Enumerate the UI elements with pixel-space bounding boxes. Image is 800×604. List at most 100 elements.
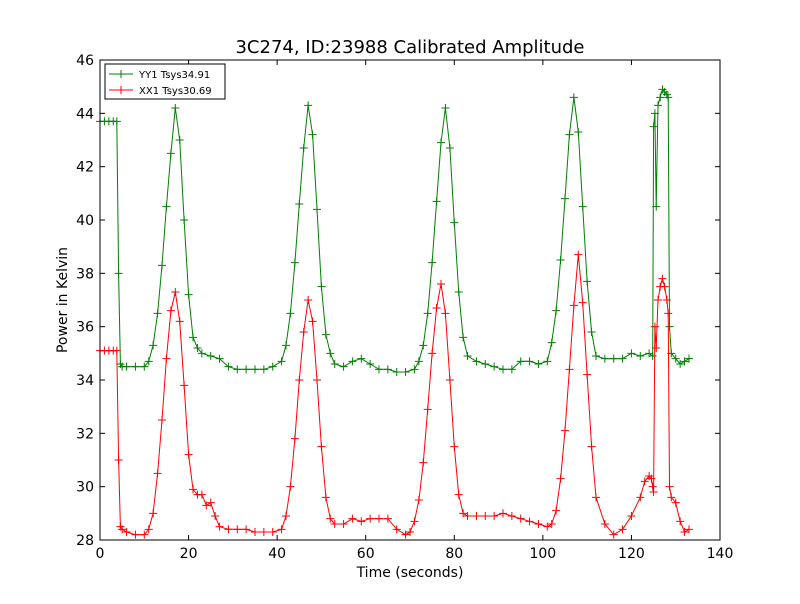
- data-point: [463, 512, 472, 520]
- data-point: [308, 317, 317, 326]
- data-point: [685, 525, 693, 534]
- legend-label: YY1 Tsys34.91: [138, 70, 210, 81]
- data-point: [175, 136, 184, 144]
- data-point: [552, 306, 561, 315]
- y-tick-label: 36: [76, 320, 94, 336]
- legend-label: XX1 Tsys30.69: [139, 86, 212, 97]
- data-point: [454, 288, 463, 296]
- data-point: [414, 357, 423, 366]
- data-point: [499, 365, 507, 374]
- data-point: [144, 525, 153, 534]
- data-point: [193, 344, 202, 352]
- data-point: [472, 512, 481, 520]
- x-tick-label: 20: [180, 546, 198, 562]
- data-point: [574, 128, 583, 136]
- data-point: [664, 93, 673, 102]
- data-point: [428, 349, 437, 358]
- data-point: [406, 528, 414, 536]
- data-point: [647, 474, 656, 483]
- data-point: [259, 365, 268, 374]
- series-layer: [96, 85, 693, 539]
- data-point: [375, 365, 383, 374]
- y-tick-label: 30: [76, 480, 94, 496]
- data-point: [224, 525, 233, 534]
- data-point: [600, 354, 609, 363]
- data-point: [383, 365, 392, 374]
- data-point: [525, 357, 534, 366]
- data-point: [114, 269, 123, 278]
- data-point: [259, 528, 268, 536]
- data-point: [627, 349, 636, 358]
- data-point: [140, 530, 149, 539]
- data-point: [636, 493, 645, 502]
- y-tick-label: 28: [76, 533, 94, 549]
- data-point: [197, 349, 206, 358]
- data-point: [680, 528, 689, 536]
- data-point: [565, 365, 574, 374]
- data-point: [649, 122, 658, 131]
- data-point: [290, 434, 299, 443]
- data-point: [122, 362, 131, 371]
- data-point: [410, 517, 419, 526]
- data-point: [547, 520, 556, 528]
- data-point: [118, 525, 127, 534]
- x-axis-label: Time (seconds): [356, 565, 464, 581]
- data-point: [122, 528, 131, 536]
- data-point: [326, 349, 335, 358]
- data-point: [656, 93, 665, 102]
- data-point: [277, 525, 286, 534]
- data-point: [131, 362, 140, 371]
- data-point: [516, 514, 525, 523]
- data-point: [654, 296, 662, 304]
- data-point: [671, 354, 680, 363]
- data-point: [410, 365, 419, 374]
- data-point: [561, 426, 569, 435]
- data-point: [211, 512, 220, 520]
- data-point: [649, 488, 658, 496]
- y-axis-label: Power in Kelvin: [55, 247, 71, 353]
- data-point: [189, 485, 197, 494]
- x-tick-label: 120: [618, 546, 645, 562]
- data-point: [392, 525, 401, 534]
- data-point: [658, 274, 667, 283]
- legend-marker: [117, 86, 125, 94]
- data-point: [114, 456, 123, 464]
- y-tick-label: 32: [76, 426, 94, 442]
- x-tick-label: 60: [357, 546, 375, 562]
- data-point: [627, 512, 636, 520]
- data-point: [366, 360, 375, 368]
- data-point: [472, 357, 481, 366]
- data-point: [419, 458, 428, 467]
- y-tick-label: 46: [76, 53, 94, 69]
- data-point: [348, 514, 357, 523]
- data-point: [685, 354, 693, 363]
- data-point: [233, 365, 242, 374]
- data-point: [290, 258, 299, 267]
- data-point: [277, 357, 286, 366]
- data-point: [162, 202, 171, 211]
- data-point: [317, 442, 326, 451]
- data-point: [459, 509, 468, 518]
- data-point: [184, 450, 193, 459]
- data-point: [112, 117, 121, 126]
- data-point: [299, 144, 308, 152]
- y-tick-label: 38: [76, 266, 94, 282]
- data-point: [242, 365, 251, 374]
- data-point: [556, 256, 565, 264]
- data-point: [618, 354, 627, 363]
- data-point: [543, 522, 552, 531]
- data-point: [676, 360, 685, 368]
- data-point: [171, 288, 180, 296]
- series-0: [96, 85, 693, 376]
- data-point: [144, 357, 153, 366]
- y-tick-label: 42: [76, 160, 94, 176]
- data-point: [419, 341, 428, 350]
- data-point: [189, 333, 197, 342]
- data-point: [242, 525, 251, 534]
- data-point: [295, 200, 304, 208]
- data-point: [233, 525, 242, 534]
- data-point: [428, 258, 437, 267]
- data-point: [308, 130, 317, 139]
- plot-frame: [99, 59, 721, 541]
